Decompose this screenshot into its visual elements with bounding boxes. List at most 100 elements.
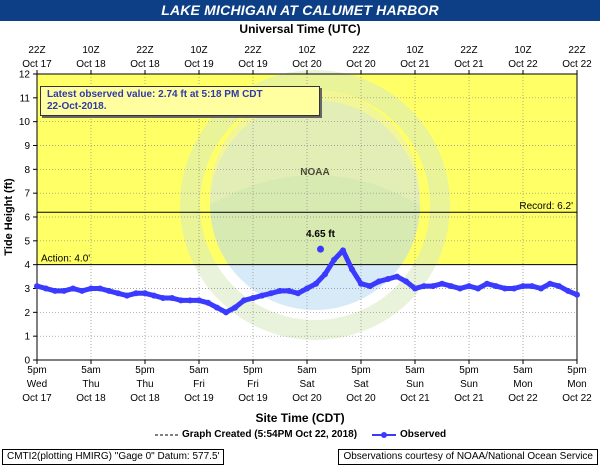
observed-point [160,295,166,302]
observed-point [349,266,355,273]
observed-point [124,292,130,299]
chart-title: LAKE MICHIGAN AT CALUMET HARBOR [161,2,439,18]
bottom-tick-time: 5am [405,365,424,376]
title-bar: LAKE MICHIGAN AT CALUMET HARBOR [0,0,600,21]
bottom-tick-weekday: Sat [299,379,314,390]
observed-point [529,283,535,290]
observed-point [43,285,49,292]
bottom-tick-weekday: Fri [193,379,205,390]
observed-point [484,280,490,287]
observed-point [475,285,481,292]
watermark-ring [180,70,450,340]
top-tick-time: 10Z [406,45,423,56]
observed-point [115,290,121,297]
observed-point [322,271,328,278]
bottom-tick-date: Oct 18 [130,393,160,404]
top-tick-time: 10Z [190,45,207,56]
observed-point [313,280,319,287]
observed-point [331,256,337,263]
top-tick-time: 22Z [28,45,45,56]
bottom-tick-weekday: Wed [27,379,47,390]
y-tick-label: 1 [24,332,30,343]
observed-point [286,287,292,294]
observed-point [376,278,382,285]
observed-point [187,297,193,304]
bottom-tick-date: Oct 20 [292,393,322,404]
bottom-tick-time: 5pm [351,365,370,376]
observed-point [133,290,139,297]
top-tick-time: 22Z [136,45,153,56]
observed-point [304,285,310,292]
top-tick-date: Oct 19 [184,59,214,70]
y-tick-label: 6 [24,213,30,224]
bottom-tick-time: 5pm [243,365,262,376]
observed-point [223,309,229,316]
watermark-text: NOAA [300,167,329,178]
bottom-tick-time: 5pm [459,365,478,376]
bottom-tick-date: Oct 22 [508,393,538,404]
observed-point [574,291,580,298]
top-tick-time: 22Z [352,45,369,56]
observed-point [106,287,112,294]
y-tick-label: 8 [24,165,30,176]
bottom-tick-weekday: Thu [82,379,99,390]
y-tick-label: 0 [24,356,30,367]
bottom-tick-weekday: Mon [567,379,586,390]
bottom-tick-weekday: Thu [136,379,153,390]
y-tick-label: 2 [24,308,30,319]
bottom-axis-title: Site Time (CDT) [255,411,345,425]
observed-point [232,304,238,311]
bottom-tick-date: Oct 19 [238,393,268,404]
top-tick-time: 10Z [298,45,315,56]
bottom-tick-date: Oct 21 [400,393,430,404]
latest-observed-line1: Latest observed value: 2.74 ft at 5:18 P… [47,89,263,100]
y-tick-label: 3 [24,284,30,295]
observed-point [520,283,526,290]
bottom-tick-date: Oct 17 [22,393,52,404]
observed-point [430,283,436,290]
bottom-tick-weekday: Sun [460,379,478,390]
top-tick-time: 22Z [244,45,261,56]
footer-credit: Observations courtesy of NOAA/National O… [338,449,598,465]
observed-point [403,278,409,285]
observed-point [421,283,427,290]
peak-point [317,245,324,253]
observed-point [556,283,562,290]
top-tick-date: Oct 20 [292,59,322,70]
observed-point [169,295,175,302]
bottom-tick-time: 5pm [567,365,586,376]
bottom-tick-time: 5am [513,365,532,376]
latest-observed-line2: 22-Oct-2018. [47,101,107,112]
observed-point [70,285,76,292]
record-label: Record: 6.2' [519,201,573,212]
observed-point [250,295,256,302]
top-tick-time: 22Z [460,45,477,56]
observed-point [178,297,184,304]
top-tick-date: Oct 18 [130,59,160,70]
observed-point [295,290,301,297]
y-tick-label: 12 [19,70,31,81]
top-tick-date: Oct 18 [76,59,106,70]
observed-point [358,280,364,287]
observed-point [88,285,94,292]
bottom-tick-weekday: Mon [513,379,532,390]
observed-point [151,292,157,299]
watermark-wing [210,90,420,205]
top-tick-time: 22Z [568,45,585,56]
observed-point [142,290,148,297]
observed-point [565,287,571,294]
top-tick-time: 10Z [514,45,531,56]
observed-point [79,287,85,294]
observed-point [538,285,544,292]
observed-point [268,290,274,297]
top-tick-date: Oct 19 [238,59,268,70]
y-tick-label: 4 [24,260,30,271]
legend-observed-label: Observed [400,429,447,440]
observed-point [439,280,445,287]
y-tick-label: 10 [19,117,31,128]
observed-point [196,297,202,304]
observed-point [52,287,58,294]
top-axis-title: Universal Time (UTC) [239,22,361,36]
